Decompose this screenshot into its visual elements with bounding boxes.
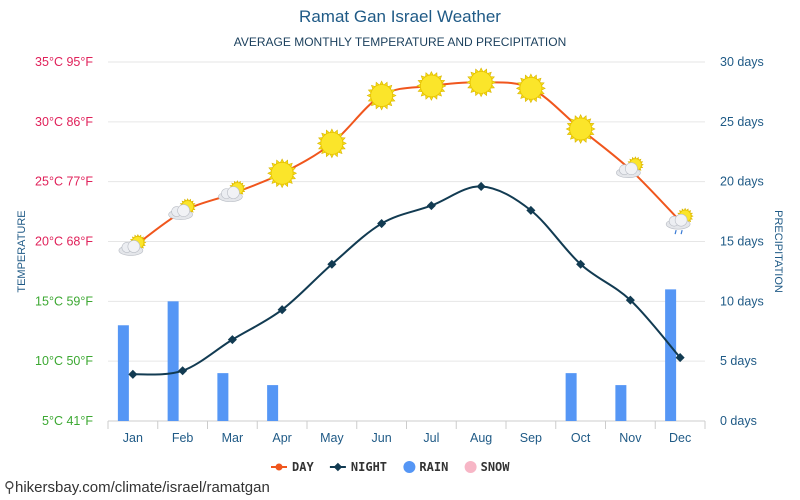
sun-disc: [370, 84, 394, 107]
month-label: Jan: [123, 431, 143, 445]
chart-title: Ramat Gan Israel Weather: [299, 7, 501, 26]
pin-icon: ⚲: [4, 479, 15, 496]
left-tick-label: 25°C 77°F: [35, 175, 93, 189]
legend-item-snow: SNOW: [464, 460, 511, 474]
sun-icon: [366, 80, 397, 111]
rain-bar: [615, 385, 627, 421]
month-label: Jul: [423, 431, 439, 445]
source-link[interactable]: ⚲hikersbay.com/climate/israel/ramatgan: [4, 478, 270, 496]
month-label: Feb: [172, 431, 194, 445]
legend-label: NIGHT: [351, 460, 387, 474]
legend-item-rain: RAIN: [403, 460, 448, 474]
night-point: [675, 353, 685, 363]
cloud-puff: [674, 213, 688, 227]
right-tick-label: 10 days: [720, 294, 764, 308]
rain-bar: [665, 289, 677, 421]
sun-disc: [320, 131, 344, 155]
right-tick-label: 25 days: [720, 115, 764, 129]
night-point: [128, 369, 138, 379]
sun-disc: [519, 76, 543, 100]
right-tick-label: 15 days: [720, 235, 764, 249]
legend-label: SNOW: [481, 460, 511, 474]
night-point: [227, 335, 237, 345]
night-point: [178, 366, 188, 376]
rain-drop: [680, 230, 683, 235]
chart-subtitle: AVERAGE MONTHLY TEMPERATURE AND PRECIPIT…: [233, 35, 567, 49]
rain-bar: [167, 301, 179, 421]
night-line: [132, 185, 681, 376]
x-axis: Jan Feb Mar Apr May Jun Jul Aug Sep Oct Nov Dec: [107, 420, 706, 445]
month-label: Nov: [619, 431, 642, 445]
left-tick-label: 5°C 41°F: [42, 414, 93, 428]
partly-cloudy-icon: [616, 156, 644, 178]
sun-icon: [565, 114, 596, 144]
sun-disc: [569, 117, 593, 141]
cloud-puff: [227, 186, 240, 199]
right-axis-ticks: 0 days 5 days 10 days 15 days 20 days 25 days…: [720, 55, 764, 428]
left-tick-label: 10°C 50°F: [35, 354, 93, 368]
sun-disc: [469, 70, 493, 94]
cloud-puff: [625, 162, 638, 175]
legend-marker: [403, 461, 416, 473]
rain-bar: [565, 373, 577, 421]
rain-drop: [674, 230, 677, 235]
sun-disc: [270, 161, 294, 185]
night-point: [426, 201, 436, 211]
day-line: [132, 81, 681, 249]
month-label: May: [320, 431, 344, 445]
month-label: Apr: [272, 431, 291, 445]
left-tick-label: 30°C 86°F: [35, 115, 93, 129]
month-label: Aug: [470, 431, 492, 445]
partly-cloudy-icon: [118, 234, 147, 256]
left-axis-title: TEMPERATURE: [16, 210, 28, 292]
sun-icon: [416, 70, 447, 101]
legend-label: DAY: [292, 460, 314, 474]
cloud-puff: [127, 240, 141, 253]
day-icons: [118, 67, 694, 256]
legend-marker: [464, 461, 477, 473]
cloud-puff: [177, 204, 190, 217]
right-tick-label: 20 days: [720, 175, 764, 189]
legend-label: RAIN: [419, 460, 448, 474]
rain-bar: [267, 385, 279, 421]
month-label: Mar: [222, 431, 244, 445]
month-label: Jun: [372, 431, 392, 445]
month-label: Sep: [520, 431, 542, 445]
legend-item-day: DAY: [271, 460, 314, 474]
right-tick-label: 0 days: [720, 414, 757, 428]
legend-marker: [275, 463, 283, 471]
rain-bars: [117, 289, 677, 421]
left-tick-label: 35°C 95°F: [35, 55, 93, 69]
cloud-rain-icon: [665, 207, 694, 235]
rain-bar: [117, 325, 129, 421]
partly-cloudy-icon: [168, 198, 197, 220]
legend: DAY NIGHT RAIN SNOW: [271, 460, 510, 474]
legend-marker: [333, 462, 343, 472]
gridlines: [108, 61, 705, 422]
night-point: [625, 295, 635, 305]
right-tick-label: 30 days: [720, 55, 764, 69]
right-axis-title: PRECIPITATION: [772, 210, 784, 293]
left-tick-label: 15°C 59°F: [35, 294, 93, 308]
month-label: Oct: [571, 431, 591, 445]
rain-bar: [217, 373, 229, 421]
sun-disc: [419, 74, 443, 98]
right-tick-label: 5 days: [720, 354, 757, 368]
left-axis-ticks: 5°C 41°F 10°C 50°F 15°C 59°F 20°C 68°F 25°C …: [35, 55, 93, 428]
night-point: [476, 181, 486, 191]
sun-icon: [267, 158, 298, 189]
legend-item-night: NIGHT: [329, 460, 387, 474]
partly-cloudy-icon: [218, 180, 246, 202]
sun-icon: [316, 128, 347, 159]
source-url[interactable]: hikersbay.com/climate/israel/ramatgan: [15, 479, 270, 496]
sun-icon: [515, 73, 546, 104]
month-label: Dec: [669, 431, 691, 445]
sun-icon: [466, 67, 497, 98]
left-tick-label: 20°C 68°F: [35, 235, 93, 249]
